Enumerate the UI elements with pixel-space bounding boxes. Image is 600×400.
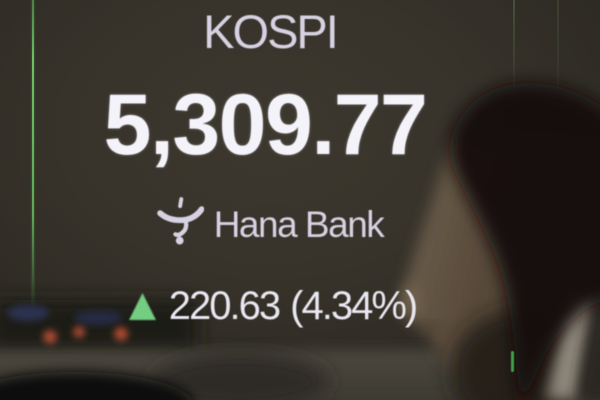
change-percent: (4.34%) bbox=[290, 284, 418, 328]
green-reflection-line bbox=[511, 351, 514, 372]
blurred-red-light bbox=[114, 327, 128, 341]
hana-bank-logo-icon bbox=[156, 197, 204, 245]
index-change-row: 220.63 (4.34%) bbox=[0, 283, 545, 329]
jacket-shoulder bbox=[576, 295, 600, 400]
bank-brand-row: Hana Bank bbox=[0, 195, 540, 253]
nose-highlight bbox=[402, 284, 422, 316]
screen-faint-line bbox=[513, 0, 515, 86]
index-value: 5,309.77 bbox=[103, 77, 428, 173]
mouth-shadow bbox=[422, 322, 442, 334]
up-triangle-icon bbox=[128, 292, 156, 320]
blurred-blue-light bbox=[7, 305, 49, 321]
screen-scanline-green bbox=[32, 0, 34, 330]
screen-faint-line bbox=[557, 0, 559, 92]
blurred-red-light bbox=[73, 326, 85, 338]
change-text: 220.63 (4.34%) bbox=[168, 284, 418, 328]
blurred-red-light bbox=[43, 330, 57, 344]
blurred-blue-light bbox=[74, 311, 122, 325]
desk-shadow-patch bbox=[152, 354, 328, 400]
blurred-dark-object bbox=[0, 372, 193, 400]
hair-silhouette bbox=[450, 83, 600, 400]
index-title: KOSPI bbox=[203, 5, 339, 58]
change-value: 220.63 bbox=[168, 284, 281, 328]
bank-name-label: Hana Bank bbox=[213, 203, 385, 245]
